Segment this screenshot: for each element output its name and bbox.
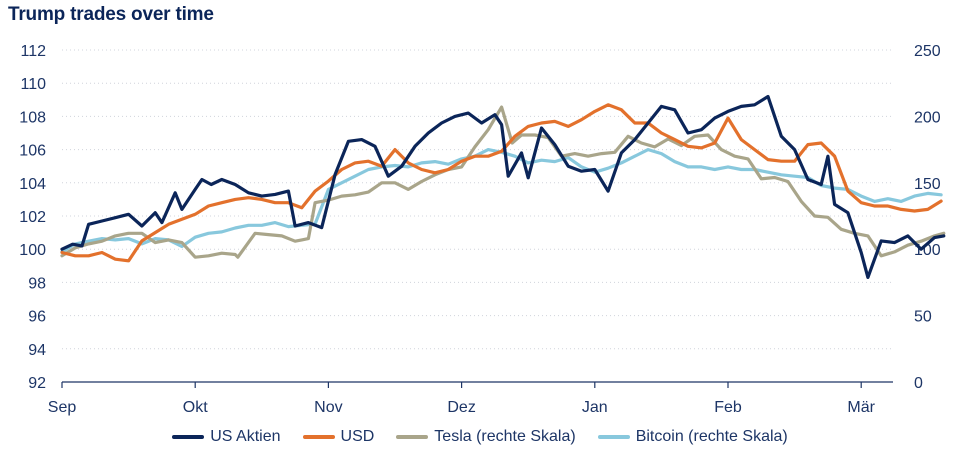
series-lines — [60, 94, 946, 279]
legend-item: US Aktien — [172, 428, 281, 446]
y-right-tick-label: 100 — [914, 242, 941, 259]
x-tick-label: Jan — [582, 399, 608, 416]
x-tick-label: Mär — [847, 399, 875, 416]
axes — [61, 381, 893, 388]
x-tick-label: Feb — [714, 399, 742, 416]
y-left-tick-label: 92 — [28, 375, 46, 392]
y-right-tick-label: 0 — [914, 375, 923, 392]
y-left-tick-label: 104 — [19, 176, 46, 193]
legend-swatch — [597, 435, 630, 439]
y-left-tick-label: 110 — [20, 76, 46, 93]
y-right-tick-label: 200 — [914, 109, 941, 126]
y-left-tick-label: 100 — [19, 242, 46, 259]
x-tick-label: Okt — [183, 399, 208, 416]
series-line-tesla — [60, 105, 946, 259]
x-tick-label: Dez — [447, 399, 475, 416]
legend-swatch — [396, 435, 429, 439]
x-tick-label: Nov — [314, 399, 342, 416]
x-tick-label: Sep — [48, 399, 77, 416]
series-line-bitcoin — [60, 148, 943, 254]
y-right-tick-label: 150 — [914, 176, 941, 193]
y-right-tick-label: 250 — [914, 43, 941, 60]
y-left-tick-label: 112 — [20, 43, 46, 60]
legend-swatch — [172, 435, 205, 439]
y-left-tick-label: 106 — [19, 143, 46, 160]
y-right-tick-label: 50 — [914, 309, 932, 326]
legend-label: Tesla (rechte Skala) — [434, 428, 576, 445]
y-left-tick-label: 102 — [19, 209, 46, 226]
y-left-tick-label: 98 — [28, 275, 46, 292]
legend-swatch — [302, 435, 335, 439]
y-left-tick-label: 94 — [28, 342, 46, 359]
legend-item: Bitcoin (rechte Skala) — [597, 428, 788, 446]
tick-labels: 92 94 96 98 100 102 104 106 108 110 112 0 50 100 150 20… — [19, 43, 941, 416]
series-line-usd — [60, 103, 943, 263]
legend-item: USD — [302, 428, 375, 446]
legend-label: Bitcoin (rechte Skala) — [635, 428, 788, 445]
legend-label: USD — [340, 428, 375, 445]
legend-item: Tesla (rechte Skala) — [396, 428, 576, 446]
legend-label: US Aktien — [210, 428, 281, 445]
series-line-us — [60, 94, 946, 279]
y-left-tick-label: 96 — [28, 309, 46, 326]
chart-title: Trump trades over time — [8, 4, 214, 25]
y-left-tick-label: 108 — [19, 109, 46, 126]
legend: US Aktien USD Tesla (rechte Skala) Bitcoin … — [0, 428, 960, 446]
